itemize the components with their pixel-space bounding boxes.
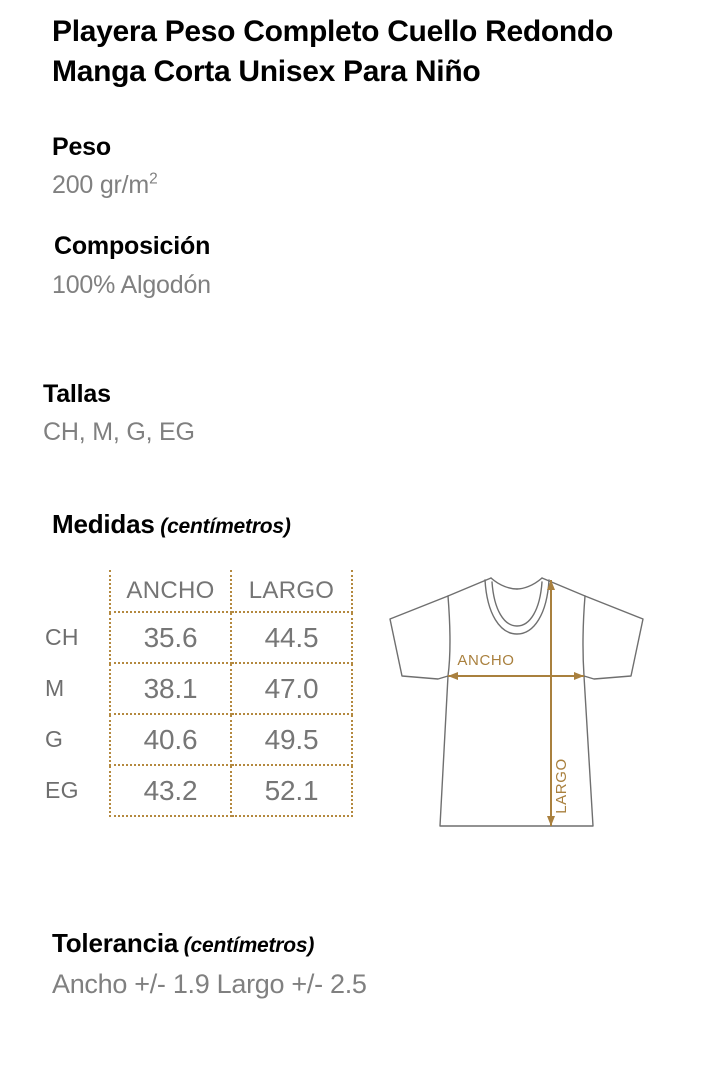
row-label-ch: CH (45, 624, 79, 650)
row-label-m: M (45, 675, 65, 701)
spec-label-peso: Peso (52, 133, 111, 161)
row-label-eg: EG (45, 777, 79, 803)
spec-label-composicion: Composición (54, 232, 211, 260)
table-row: M 38.1 47.0 (45, 663, 353, 715)
row-label-g: G (45, 726, 64, 752)
cell-m-ancho: 38.1 (109, 663, 232, 715)
column-header-ancho: ANCHO (109, 570, 232, 613)
medidas-heading-unit: (centímetros) (154, 515, 291, 538)
medidas-heading-text: Medidas (52, 509, 155, 539)
measurements-table: ANCHO LARGO CH 35.6 44.5 M 38.1 47.0 G 4… (45, 570, 353, 817)
column-header-largo: LARGO (230, 570, 353, 613)
spec-value-tallas: CH, M, G, EG (43, 418, 195, 446)
table-row: EG 43.2 52.1 (45, 765, 353, 817)
table-corner-cell (45, 570, 110, 612)
medidas-heading: Medidas (centímetros) (52, 509, 291, 540)
cell-ch-largo: 44.5 (230, 612, 353, 664)
spec-label-tallas: Tallas (43, 380, 111, 408)
measurement-arrows (448, 580, 584, 826)
cell-g-ancho: 40.6 (109, 714, 232, 766)
cell-eg-ancho: 43.2 (109, 765, 232, 817)
largo-arrow-head-bottom (547, 816, 555, 826)
table-row: G 40.6 49.5 (45, 714, 353, 766)
peso-number: 200 gr/m (52, 171, 150, 199)
diagram-label-ancho: ANCHO (457, 652, 514, 669)
tshirt-outline-icon (389, 577, 644, 827)
tolerancia-heading: Tolerancia (centímetros) (52, 928, 314, 959)
cell-eg-largo: 52.1 (230, 765, 353, 817)
tshirt-diagram: ANCHO LARGO (388, 556, 718, 856)
largo-arrow-head-top (547, 580, 555, 590)
table-row: CH 35.6 44.5 (45, 612, 353, 664)
page-title: Playera Peso Completo Cuello Redondo Man… (52, 15, 613, 88)
tolerancia-heading-unit: (centímetros) (178, 934, 315, 957)
peso-superscript: 2 (149, 170, 158, 188)
cell-ch-ancho: 35.6 (109, 612, 232, 664)
ancho-arrow-head-left (448, 672, 458, 680)
spec-value-composicion: 100% Algodón (52, 271, 211, 299)
ancho-arrow-head-right (574, 672, 584, 680)
cell-g-largo: 49.5 (230, 714, 353, 766)
diagram-label-largo: LARGO (553, 758, 570, 814)
tolerancia-value: Ancho +/- 1.9 Largo +/- 2.5 (52, 969, 367, 999)
tolerancia-heading-text: Tolerancia (52, 928, 179, 958)
cell-m-largo: 47.0 (230, 663, 353, 715)
table-header-row: ANCHO LARGO (45, 570, 353, 613)
spec-value-peso: 200 gr/m2 (52, 170, 158, 200)
